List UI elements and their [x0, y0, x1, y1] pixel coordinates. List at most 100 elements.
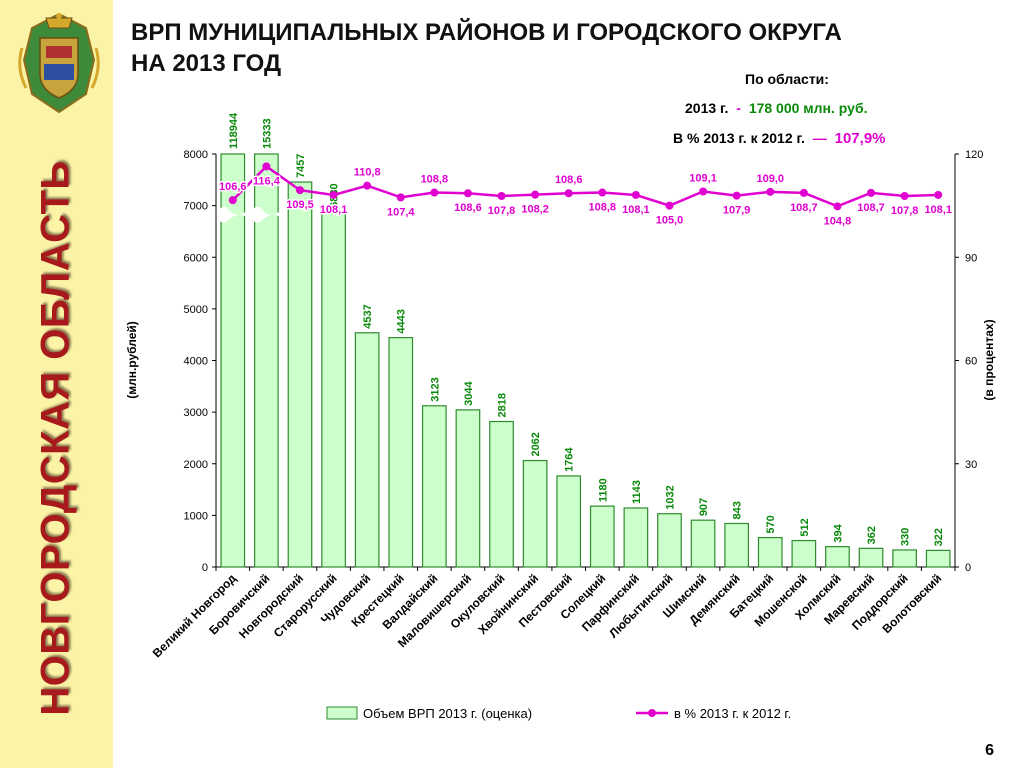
y-axis-label: (млн.рублей)	[125, 321, 139, 399]
bar	[455, 409, 481, 568]
pct-point	[531, 190, 540, 199]
y-tick-label: 5000	[184, 304, 208, 316]
bar	[825, 546, 850, 568]
pct-label: 108,1	[924, 204, 952, 216]
pct-point	[430, 188, 439, 197]
bar	[321, 211, 346, 568]
sidebar: НОВГОРОДСКАЯ ОБЛАСТЬ	[0, 0, 113, 768]
summary-header: По области:	[745, 71, 829, 87]
pct-label: 108,8	[421, 174, 449, 186]
pct-point	[228, 196, 237, 205]
pct-label: 108,2	[521, 204, 549, 216]
summary-line1-value: 178 000 млн. руб.	[748, 100, 868, 116]
pct-point	[833, 202, 842, 211]
legend-line-label: в % 2013 г. к 2012 г.	[674, 706, 791, 721]
pct-point	[463, 189, 472, 198]
summary-line1: 2013 г. - 178 000 млн. руб.	[685, 100, 867, 116]
bar-value-label: 3123	[429, 377, 441, 401]
page-title-line1: ВРП МУНИЦИПАЛЬНЫХ РАЙОНОВ И ГОРОДСКОГО О…	[131, 19, 842, 46]
legend-bar-swatch	[326, 706, 358, 720]
pct-point	[329, 190, 338, 199]
bar-value-label: 394	[832, 523, 844, 542]
coat-of-arms-icon	[18, 12, 100, 114]
bar-value-label: 1143	[631, 480, 643, 504]
pct-label: 108,6	[454, 202, 482, 214]
pct-point	[598, 188, 607, 197]
category-label: Волотовский	[879, 571, 944, 636]
pct-point	[900, 191, 909, 200]
pct-point	[363, 181, 372, 190]
pct-label: 107,4	[387, 206, 415, 218]
bar	[421, 405, 447, 568]
summary-line1-dash: -	[736, 100, 741, 116]
bar-value-label: 4443	[396, 309, 408, 333]
bar-value-label: 3044	[463, 381, 475, 406]
bar-value-label: 322	[933, 528, 945, 546]
bar-value-label: 907	[698, 498, 710, 516]
summary-line2: В % 2013 г. к 2012 г. — 107,9%	[673, 130, 886, 147]
y2-tick-label: 60	[965, 356, 977, 368]
bar	[489, 420, 514, 568]
bar	[589, 505, 615, 568]
summary-line1-label: 2013 г.	[685, 100, 729, 116]
pct-point	[262, 162, 271, 171]
y-tick-label: 6000	[184, 252, 208, 264]
bar-value-label: 15333	[261, 118, 273, 149]
y2-tick-label: 120	[965, 149, 983, 161]
pct-line	[231, 164, 939, 208]
bar-value-label: 1764	[564, 447, 576, 472]
bar-value-label: 570	[765, 515, 777, 533]
bar	[757, 536, 783, 568]
bar	[388, 337, 414, 568]
pct-label: 109,1	[689, 173, 717, 185]
bar-break	[218, 206, 248, 223]
bar-break	[251, 206, 282, 223]
bar	[354, 332, 380, 568]
y2-tick-label: 0	[965, 562, 971, 574]
pct-point	[564, 189, 573, 198]
bar-value-label: 512	[799, 518, 811, 536]
page-number: 6	[985, 742, 994, 759]
y-tick-label: 4000	[184, 356, 208, 368]
bar	[220, 153, 246, 568]
bar-value-label: 2062	[530, 432, 542, 456]
page-title-line2: НА 2013 ГОД	[131, 50, 282, 77]
bar-value-label: 843	[732, 501, 744, 519]
pct-label: 105,0	[656, 215, 684, 227]
bar-value-label: 362	[866, 526, 878, 544]
y-tick-label: 2000	[184, 459, 208, 471]
pct-label: 108,7	[857, 202, 885, 214]
legend-bar-label: Объем ВРП 2013 г. (оценка)	[363, 706, 532, 721]
pct-label: 109,0	[756, 173, 784, 185]
bar	[287, 181, 313, 568]
pct-label: 104,8	[824, 215, 852, 227]
pct-label: 109,5	[286, 199, 314, 211]
pct-point	[295, 186, 304, 195]
pct-point	[732, 191, 741, 200]
summary-line2-value: 107,9%	[834, 130, 886, 147]
y2-tick-label: 30	[965, 459, 977, 471]
bar-value-label: 1032	[664, 485, 676, 509]
pct-label: 107,8	[891, 205, 919, 217]
y-tick-label: 8000	[184, 149, 208, 161]
pct-label: 110,8	[354, 167, 381, 179]
y2-tick-label: 90	[965, 252, 977, 264]
pct-label: 108,1	[622, 204, 650, 216]
pct-point	[396, 193, 405, 202]
pct-label: 108,1	[320, 204, 348, 216]
y-tick-label: 3000	[184, 407, 208, 419]
summary-line2-dash: —	[812, 130, 827, 146]
pct-point	[799, 188, 808, 197]
bar-value-label: 1180	[597, 478, 609, 502]
pct-point	[665, 201, 674, 210]
y-tick-label: 1000	[184, 510, 208, 522]
y-tick-label: 0	[202, 562, 208, 574]
pct-label: 107,9	[723, 205, 751, 217]
bar	[791, 539, 817, 568]
bar-value-label: 118944	[228, 112, 240, 149]
bar	[925, 549, 951, 568]
pct-label: 108,7	[790, 202, 818, 214]
bar	[724, 522, 750, 568]
bar	[556, 475, 582, 568]
pct-label: 107,8	[488, 205, 516, 217]
